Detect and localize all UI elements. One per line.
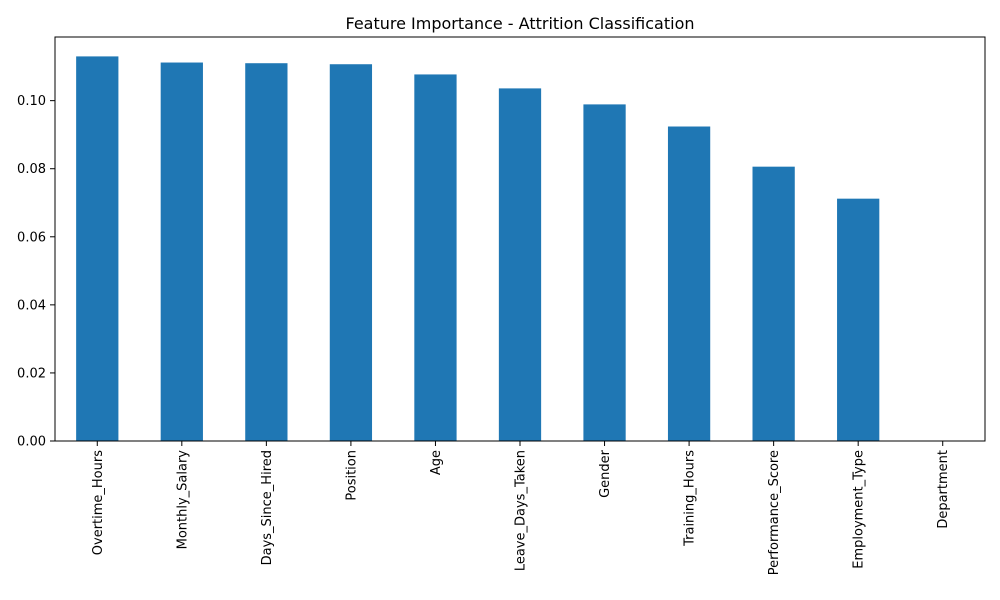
x-axis: Overtime_Hours Monthly_Salary Days_Since_H… bbox=[91, 441, 951, 575]
bar-training-hours bbox=[667, 126, 711, 441]
plot-frame bbox=[54, 36, 986, 442]
x-tick-label: Position bbox=[344, 450, 359, 501]
y-tick-label: 0.08 bbox=[17, 162, 46, 177]
bar-days-since-hired bbox=[245, 63, 288, 442]
bar-monthly-salary bbox=[160, 62, 203, 441]
x-tick-label: Department bbox=[936, 450, 951, 529]
y-tick-label: 0.02 bbox=[17, 366, 46, 381]
x-tick-label: Training_Hours bbox=[683, 450, 698, 547]
bar-gender bbox=[583, 104, 626, 441]
y-axis: 0.00 0.02 0.04 0.06 0.08 0.10 bbox=[17, 94, 55, 450]
bar-position bbox=[329, 64, 373, 441]
bar-leave-days-taken bbox=[498, 88, 542, 441]
bar-age bbox=[414, 74, 457, 441]
x-tick-label: Days_Since_Hired bbox=[260, 450, 275, 565]
x-tick-label: Performance_Score bbox=[767, 450, 782, 575]
y-tick-label: 0.04 bbox=[17, 298, 46, 313]
bar-overtime-hours bbox=[76, 56, 119, 442]
bars-group bbox=[76, 56, 880, 442]
x-tick-label: Monthly_Salary bbox=[175, 450, 190, 550]
y-tick-label: 0.06 bbox=[17, 230, 46, 245]
y-tick-label: 0.10 bbox=[17, 94, 46, 109]
x-tick-label: Leave_Days_Taken bbox=[514, 450, 529, 571]
bar-performance-score bbox=[752, 166, 795, 442]
bar-employment-type bbox=[837, 198, 880, 441]
y-tick-label: 0.00 bbox=[17, 435, 46, 450]
x-tick-label: Gender bbox=[598, 449, 613, 498]
x-tick-label: Employment_Type bbox=[852, 450, 867, 569]
x-tick-label: Age bbox=[429, 450, 444, 475]
chart-title: Feature Importance - Attrition Classific… bbox=[345, 14, 694, 33]
x-tick-label: Overtime_Hours bbox=[91, 450, 106, 555]
